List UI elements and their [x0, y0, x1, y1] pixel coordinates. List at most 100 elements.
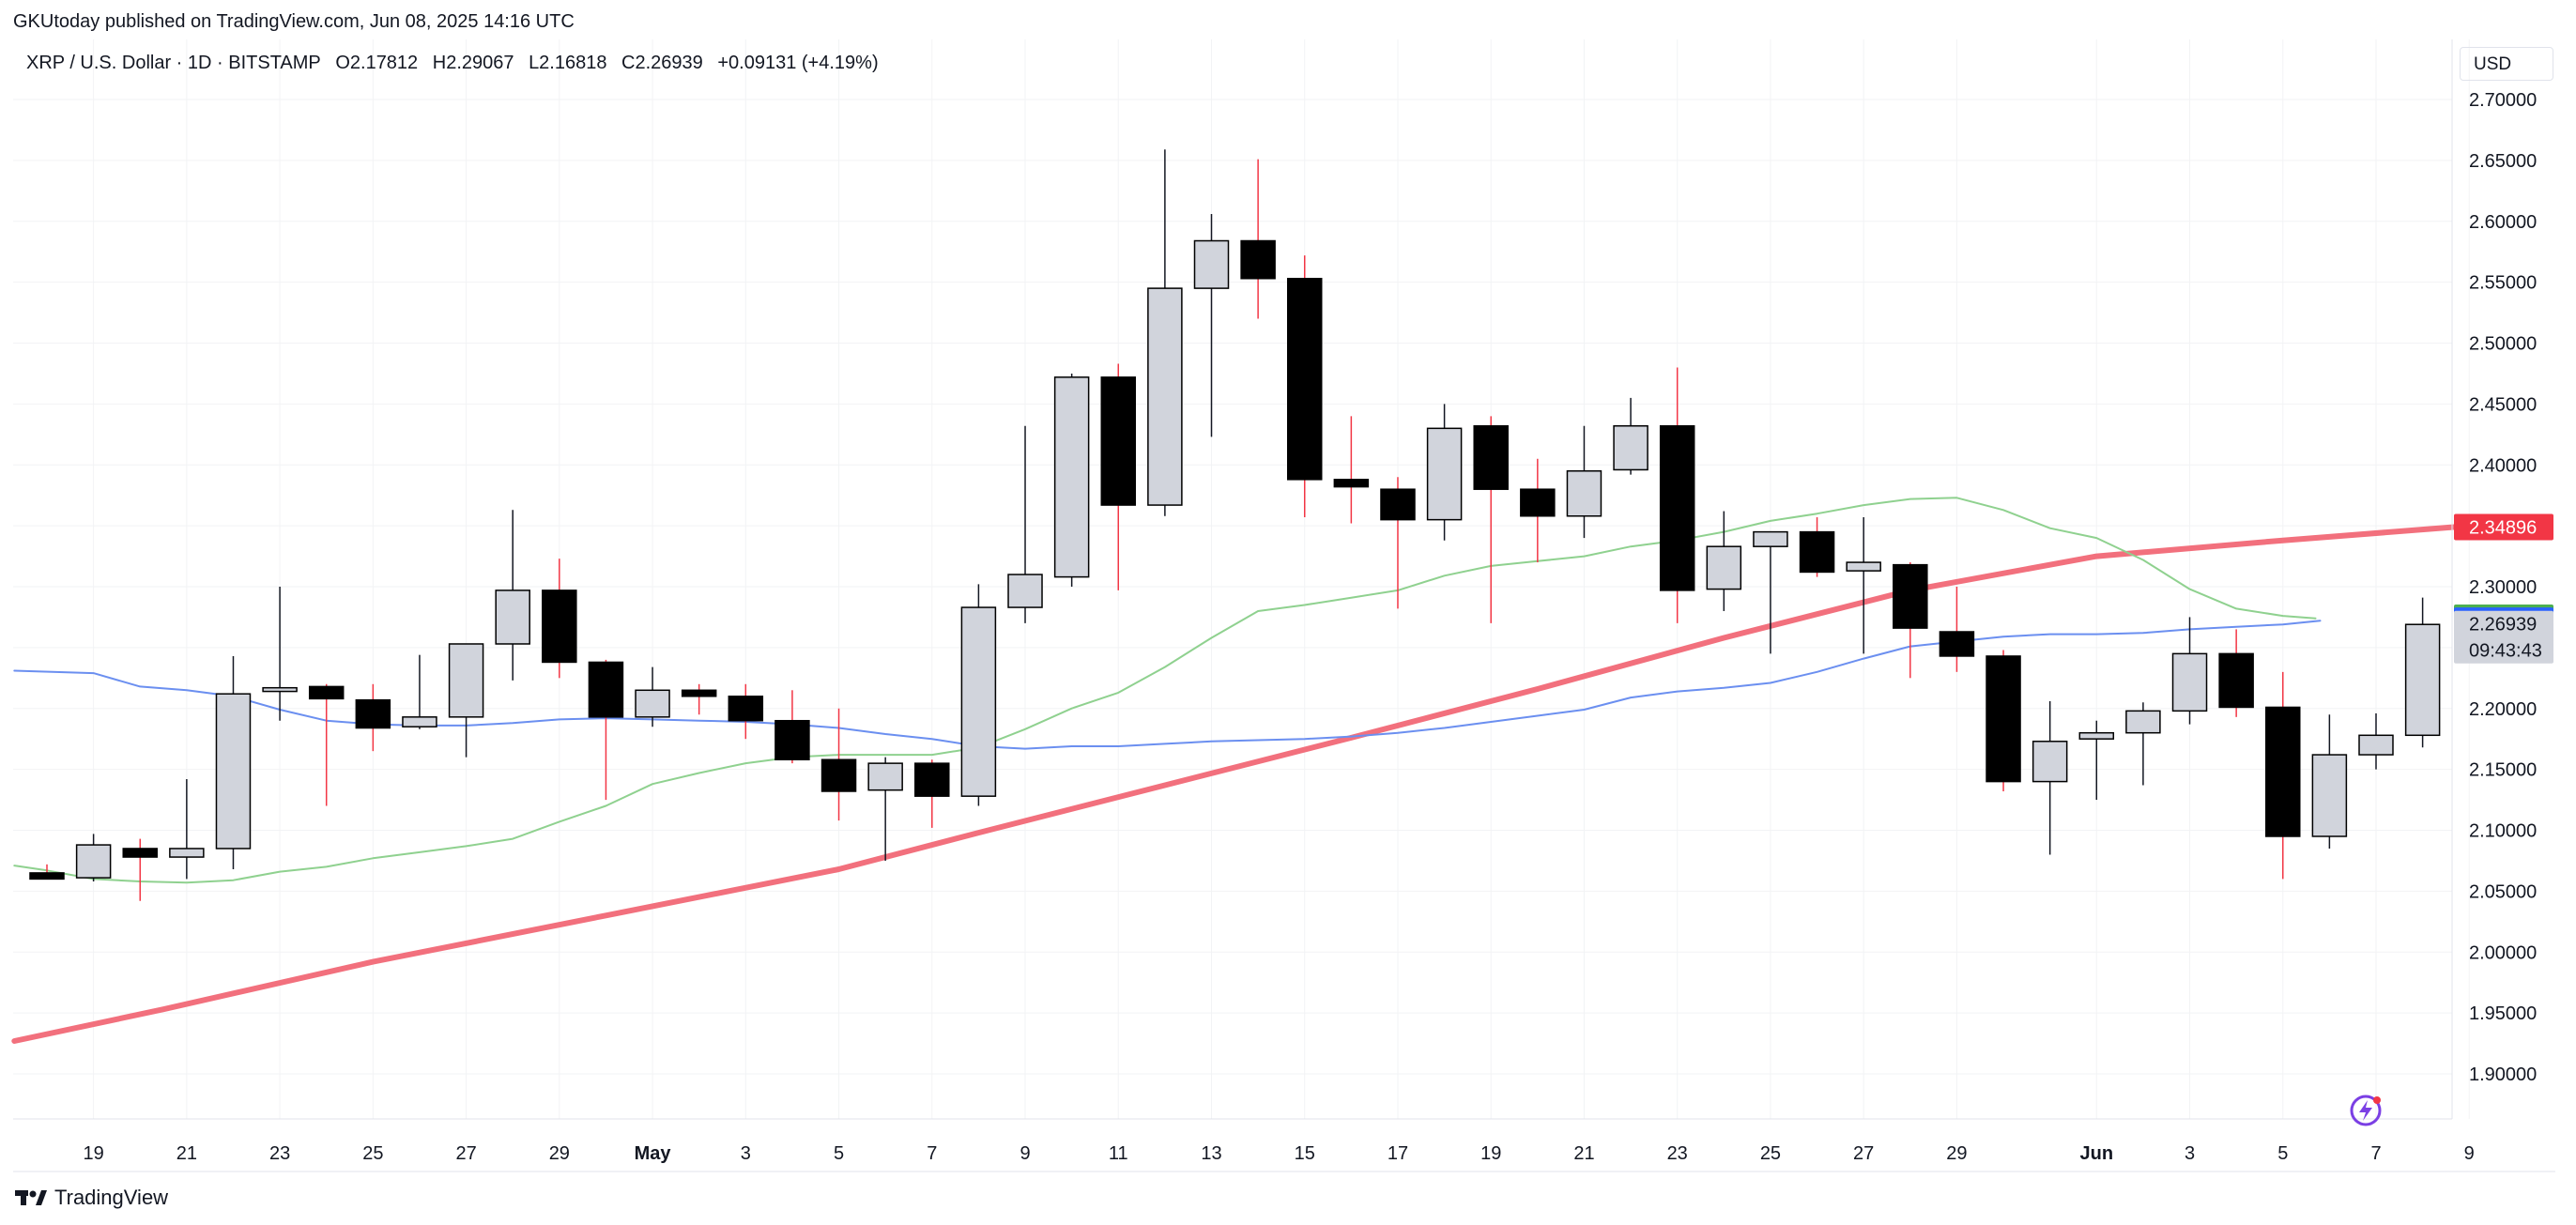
grid	[13, 39, 2470, 1119]
candle-body	[29, 872, 65, 880]
currency-button[interactable]: USD	[2460, 47, 2553, 81]
y-tick-label: 2.00000	[2469, 942, 2537, 963]
last-price: 2.26939	[2469, 615, 2537, 635]
candle-body	[1753, 530, 1788, 547]
publisher-line: GKUtoday published on TradingView.com, J…	[13, 11, 575, 32]
candle-body	[1286, 277, 1323, 481]
y-tick-label: 2.05000	[2469, 881, 2537, 902]
x-tick-label: Jun	[2079, 1143, 2113, 1164]
candle-body	[75, 844, 112, 879]
x-tick-label: 9	[1020, 1143, 1030, 1164]
x-tick-label: 11	[1109, 1143, 1128, 1164]
candle-body	[308, 685, 345, 700]
candle-body	[960, 606, 997, 797]
y-tick-label: 2.65000	[2469, 151, 2537, 172]
x-tick-label: 19	[83, 1143, 103, 1164]
ai-assistant-icon[interactable]	[2347, 1092, 2384, 1129]
x-tick-label: 9	[2464, 1143, 2475, 1164]
x-tick-label: 15	[1295, 1143, 1315, 1164]
candle-body	[495, 590, 530, 645]
y-tick-label: 1.95000	[2469, 1003, 2537, 1024]
y-tick-label: 2.55000	[2469, 273, 2537, 294]
x-tick-label: 21	[1573, 1143, 1594, 1164]
candle-body	[1659, 424, 1695, 591]
candle-body	[2265, 706, 2301, 837]
change-value: +0.09131 (+4.19%)	[717, 53, 879, 73]
open-value: O2.17812	[335, 53, 419, 73]
candle-body	[355, 698, 391, 729]
candle-body	[1053, 376, 1090, 578]
y-tick-label: 2.45000	[2469, 394, 2537, 415]
y-tick-label: 2.60000	[2469, 212, 2537, 233]
series-line	[13, 497, 2317, 884]
sma-red-price: 2.34896	[2469, 517, 2537, 538]
y-tick-label: 2.15000	[2469, 760, 2537, 781]
y-tick-label: 2.40000	[2469, 455, 2537, 476]
candle-body	[2311, 754, 2348, 837]
x-tick-label: 29	[549, 1143, 570, 1164]
candle-body	[1986, 655, 2021, 783]
candle-body	[2218, 652, 2254, 709]
close-value: C2.26939	[621, 53, 703, 73]
x-tick-label: 25	[362, 1143, 383, 1164]
candle-body	[542, 590, 577, 664]
y-tick-label: 2.30000	[2469, 577, 2537, 598]
candle-body	[867, 762, 903, 791]
candle-body	[1706, 545, 1742, 590]
candle-body	[402, 716, 437, 727]
candle-body	[215, 693, 252, 850]
x-tick-label: 23	[269, 1143, 290, 1164]
candle-body	[681, 689, 717, 697]
x-tick-label: 3	[2185, 1143, 2195, 1164]
high-value: H2.29067	[432, 53, 514, 73]
tradingview-footer[interactable]: TradingView	[15, 1186, 168, 1210]
candle-body	[122, 848, 158, 858]
candle-body	[588, 661, 624, 718]
x-tick-label: 29	[1946, 1143, 1967, 1164]
x-tick-label: 23	[1667, 1143, 1688, 1164]
candle-body	[1520, 488, 1556, 517]
candle-body	[262, 686, 298, 693]
candle-body	[1473, 424, 1509, 490]
series-line	[11, 524, 2459, 1044]
candle-body	[635, 689, 670, 718]
x-tick-label: 17	[1388, 1143, 1408, 1164]
candle-body	[1799, 530, 1835, 574]
x-tick-label: 5	[2277, 1143, 2288, 1164]
x-tick-label: 3	[741, 1143, 751, 1164]
candle-body	[2171, 652, 2208, 712]
last-price-countdown: 09:43:43	[2469, 641, 2542, 662]
y-tick-label: 2.50000	[2469, 334, 2537, 355]
x-tick-label: 27	[455, 1143, 476, 1164]
sma-red-price-bg	[2454, 513, 2553, 541]
candle-body	[1333, 479, 1370, 488]
symbol-name[interactable]: XRP / U.S. Dollar · 1D · BITSTAMP	[26, 53, 321, 73]
candle-body	[1380, 488, 1416, 521]
candle-body	[1240, 239, 1276, 280]
candle-body	[1566, 469, 1602, 517]
last-price-bg	[2454, 610, 2553, 664]
x-tick-label: 7	[2370, 1143, 2381, 1164]
candle-body	[2404, 623, 2441, 737]
tradingview-logo-icon	[15, 1190, 47, 1205]
candle-body	[1893, 563, 1928, 629]
candles	[29, 149, 2441, 901]
x-tick-label: 7	[927, 1143, 937, 1164]
candle-body	[1939, 631, 1975, 657]
candle-body	[1193, 239, 1230, 289]
y-tick-label: 2.70000	[2469, 90, 2537, 111]
x-tick-label: 25	[1760, 1143, 1781, 1164]
candle-body	[2078, 731, 2115, 740]
tradingview-brand: TradingView	[54, 1186, 169, 1209]
candle-body	[914, 762, 950, 797]
candle-body	[820, 758, 857, 792]
y-tick-label: 2.20000	[2469, 699, 2537, 720]
x-tick-label: 27	[1853, 1143, 1874, 1164]
candle-body	[1100, 376, 1137, 506]
candle-body	[2125, 710, 2161, 734]
x-tick-label: May	[635, 1143, 672, 1164]
candle-body	[169, 848, 205, 858]
x-tick-label: 5	[834, 1143, 844, 1164]
